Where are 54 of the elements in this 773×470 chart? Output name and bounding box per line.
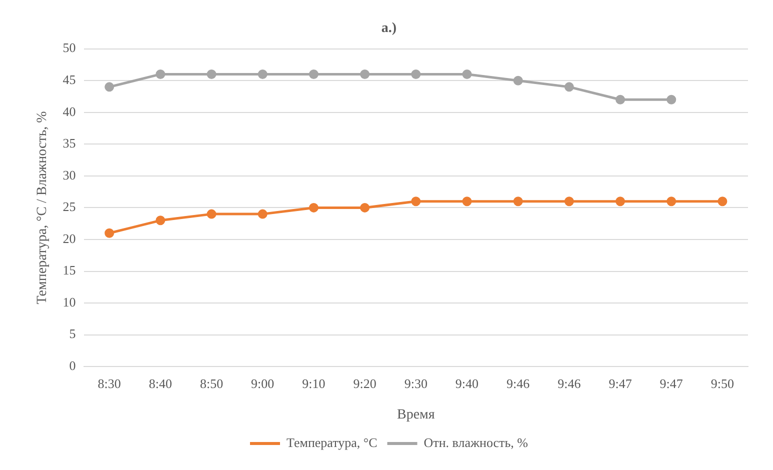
x-tick-label: 9:20 bbox=[353, 376, 376, 391]
point bbox=[718, 196, 728, 206]
point bbox=[462, 196, 472, 206]
y-tick-label: 30 bbox=[62, 167, 76, 182]
point bbox=[156, 216, 166, 226]
point bbox=[513, 196, 523, 206]
x-tick-label: 8:30 bbox=[98, 376, 121, 391]
x-tick-label: 9:47 bbox=[608, 376, 632, 391]
chart-title: а.) bbox=[381, 21, 397, 36]
x-tick-label: 9:30 bbox=[404, 376, 428, 391]
x-tick-label: 9:00 bbox=[251, 376, 274, 391]
y-tick-label: 0 bbox=[69, 358, 76, 374]
point bbox=[258, 69, 268, 79]
point bbox=[308, 202, 318, 212]
x-tick-label: 8:40 bbox=[148, 376, 172, 391]
point bbox=[666, 94, 676, 104]
y-tick-label: 35 bbox=[62, 136, 76, 151]
x-tick-label: 9:46 bbox=[558, 376, 582, 391]
point bbox=[666, 196, 676, 206]
x-tick-label: 9:40 bbox=[455, 376, 479, 391]
x-tick-label: 9:50 bbox=[710, 376, 734, 391]
point bbox=[462, 69, 472, 79]
x-tick-label: 8:50 bbox=[200, 376, 224, 391]
legend-label: Температура, °C bbox=[286, 434, 378, 450]
x-tick-label: 9:47 bbox=[660, 376, 684, 391]
point bbox=[564, 82, 574, 92]
legend-label: Отн. влажность, % bbox=[424, 434, 528, 450]
y-tick-label: 20 bbox=[62, 230, 76, 246]
point bbox=[616, 94, 626, 104]
point bbox=[206, 69, 216, 79]
y-tick-label: 10 bbox=[62, 294, 76, 310]
point bbox=[616, 196, 626, 206]
x-axis-title: Время bbox=[396, 407, 436, 422]
point bbox=[513, 76, 523, 86]
point bbox=[360, 202, 370, 212]
point bbox=[258, 209, 268, 219]
point bbox=[564, 196, 574, 206]
point bbox=[156, 69, 166, 79]
y-tick-label: 50 bbox=[62, 40, 76, 56]
point bbox=[411, 69, 421, 79]
y-tick-label: 25 bbox=[62, 199, 76, 214]
point bbox=[411, 196, 421, 206]
point bbox=[104, 228, 114, 238]
y-tick-label: 45 bbox=[62, 72, 76, 87]
x-tick-label: 9:46 bbox=[506, 376, 530, 391]
y-tick-label: 5 bbox=[69, 326, 76, 342]
point bbox=[360, 69, 370, 79]
point bbox=[206, 209, 216, 219]
point bbox=[104, 82, 114, 92]
y-axis-title: Температура, °C / Влажность, % bbox=[35, 110, 50, 304]
y-tick-label: 15 bbox=[62, 262, 76, 278]
x-tick-label: 9:10 bbox=[302, 376, 326, 391]
point bbox=[308, 69, 318, 79]
y-tick-label: 40 bbox=[62, 104, 76, 119]
